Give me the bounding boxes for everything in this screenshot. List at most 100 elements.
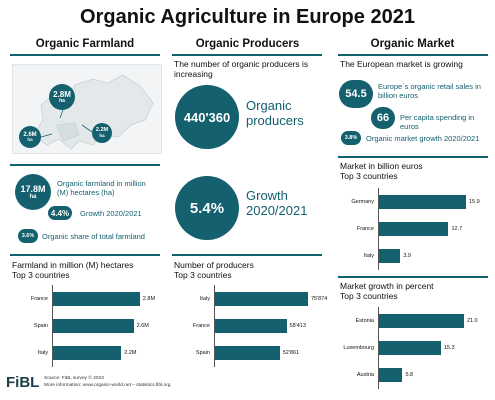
- bar-category-label: Italy: [363, 253, 374, 260]
- bar-category-label: Italy: [37, 350, 48, 357]
- bar-value-label: 15.3: [443, 345, 455, 351]
- chart-subtitle: Top 3 countries: [340, 171, 398, 181]
- stat-label-per-capita: Per capita spending in euros: [400, 113, 475, 131]
- bar-category-label: Germany: [351, 198, 374, 205]
- stat-label-sales: Europe´s organic retail sales in billion…: [378, 82, 481, 100]
- bar: [379, 341, 441, 355]
- divider: [10, 254, 160, 256]
- chart-title: Market growth in percent: [340, 281, 434, 291]
- stat-label-market-growth: Organic market growth 2020/2021: [366, 134, 480, 143]
- europe-map-graphic: [32, 74, 154, 150]
- stat-label-producers: Organic producers: [246, 98, 304, 128]
- bar-value-label: 58'413: [289, 323, 306, 329]
- farmland-bar-chart: France 2.8M Spain 2.6M Italy 2.2M: [10, 285, 165, 367]
- stat-bubble-sales: 54.5: [339, 80, 373, 108]
- market-growth-bar-chart: Estonia 21.0 Luxembourg 15.3 Austria 5.8: [336, 307, 491, 389]
- stat-bubble-area: 17.8M ha: [15, 174, 51, 210]
- market-bar-chart: Germany 15.9 France 12.7 Italy 3.9: [336, 188, 491, 270]
- bar-value-label: 52'861: [282, 350, 300, 357]
- divider: [172, 54, 322, 56]
- bar-category-label: Spain: [195, 350, 210, 357]
- bar-value-label: 21.0: [466, 317, 478, 324]
- bar-category-label: France: [30, 295, 48, 302]
- bar-value-label: 2.8M: [142, 295, 156, 302]
- column-heading-market: Organic Market: [370, 38, 455, 50]
- bar: [379, 194, 466, 209]
- stat-value: 17.8M: [20, 183, 46, 194]
- bar: [379, 313, 464, 328]
- fibl-logo: FiBL: [6, 374, 40, 391]
- stat-bubble-share: 3.6%: [18, 229, 38, 243]
- bar-category-label: Luxembourg: [343, 345, 374, 351]
- bar: [215, 346, 280, 361]
- chart-title: Number of producers: [174, 260, 254, 270]
- bar: [53, 291, 140, 306]
- stat-label-producer-growth: Growth 2020/2021: [246, 188, 308, 218]
- stat-bubble-producer-growth: 5.4%: [175, 176, 239, 240]
- market-intro: The European market is growing: [340, 59, 463, 69]
- stat-label-share: Organic share of total farmland: [42, 232, 145, 241]
- bubble-value: 2.6M: [23, 131, 37, 138]
- divider: [338, 54, 488, 56]
- bar-value-label: 12.7: [451, 226, 463, 232]
- bubble-value: 2.2M: [95, 127, 109, 133]
- bar-category-label: Spain: [33, 323, 48, 329]
- bar-value-label: 15.9: [468, 198, 480, 205]
- chart-title: Market in billion euros: [340, 161, 423, 171]
- stat-bubble-producers: 440'360: [175, 85, 239, 149]
- divider: [10, 164, 160, 166]
- stat-bubble-market-growth: 3.8%: [341, 131, 361, 145]
- bar: [215, 319, 287, 333]
- column-heading-farmland: Organic Farmland: [35, 38, 135, 50]
- chart-subtitle: Top 3 countries: [340, 291, 398, 301]
- bar-value-label: 3.9: [403, 253, 411, 260]
- footer-source: Source: FiBL survey © 2023: [44, 376, 104, 381]
- bar: [379, 368, 403, 383]
- title-year: 2021: [370, 6, 415, 28]
- map-bubble-italy: 2.2M ha: [92, 123, 112, 143]
- bar-category-label: Austria: [356, 372, 374, 379]
- axis-line: [378, 307, 379, 389]
- bar: [379, 249, 401, 264]
- page-title: Organic Agriculture in Europe 2021: [0, 6, 495, 29]
- producers-intro: The number of organic producers is incre…: [174, 59, 309, 79]
- stat-unit: ha: [29, 193, 37, 200]
- column-heading-producers: Organic Producers: [195, 38, 300, 50]
- title-text: Organic Agriculture in Europe: [80, 6, 365, 28]
- stat-label-area: Organic farmland in million (M) hectares…: [57, 179, 146, 197]
- bar-value-label: 2.6M: [136, 323, 149, 329]
- bubble-value: 2.8M: [53, 89, 71, 99]
- stat-label-growth: Growth 2020/2021: [80, 209, 142, 218]
- producers-bar-chart: Italy 75'874 France 58'413 Spain 52'861: [172, 285, 332, 367]
- bar-value-label: 5.8: [405, 372, 414, 379]
- bar-category-label: France: [192, 323, 210, 329]
- map-bubble-france: 2.8M ha: [49, 84, 75, 110]
- axis-line: [52, 285, 53, 367]
- bar: [379, 222, 449, 236]
- axis-line: [378, 188, 379, 270]
- bar: [53, 319, 134, 333]
- axis-line: [214, 285, 215, 367]
- map-bubble-spain: 2.6M ha: [19, 126, 41, 148]
- stat-bubble-growth: 4.4%: [48, 206, 72, 220]
- bar-value-label: 75'874: [310, 295, 328, 302]
- footer-more-info: More information: www.organic-world.net …: [44, 383, 171, 388]
- chart-subtitle: Top 3 countries: [12, 270, 70, 280]
- divider: [172, 254, 322, 256]
- stat-bubble-per-capita: 66: [371, 107, 395, 129]
- bar-category-label: Estonia: [355, 317, 374, 324]
- bar: [215, 291, 308, 306]
- bubble-unit: ha: [59, 97, 65, 104]
- bubble-unit: ha: [27, 136, 33, 142]
- chart-subtitle: Top 3 countries: [174, 270, 232, 280]
- chart-title: Farmland in million (M) hectares: [12, 260, 134, 270]
- divider: [10, 54, 160, 56]
- divider: [338, 156, 488, 158]
- bubble-unit: ha: [99, 132, 105, 138]
- bar-category-label: Italy: [199, 295, 210, 302]
- bar: [53, 346, 122, 361]
- divider: [338, 276, 488, 278]
- bar-category-label: France: [356, 226, 374, 232]
- bar-value-label: 2.2M: [124, 350, 137, 357]
